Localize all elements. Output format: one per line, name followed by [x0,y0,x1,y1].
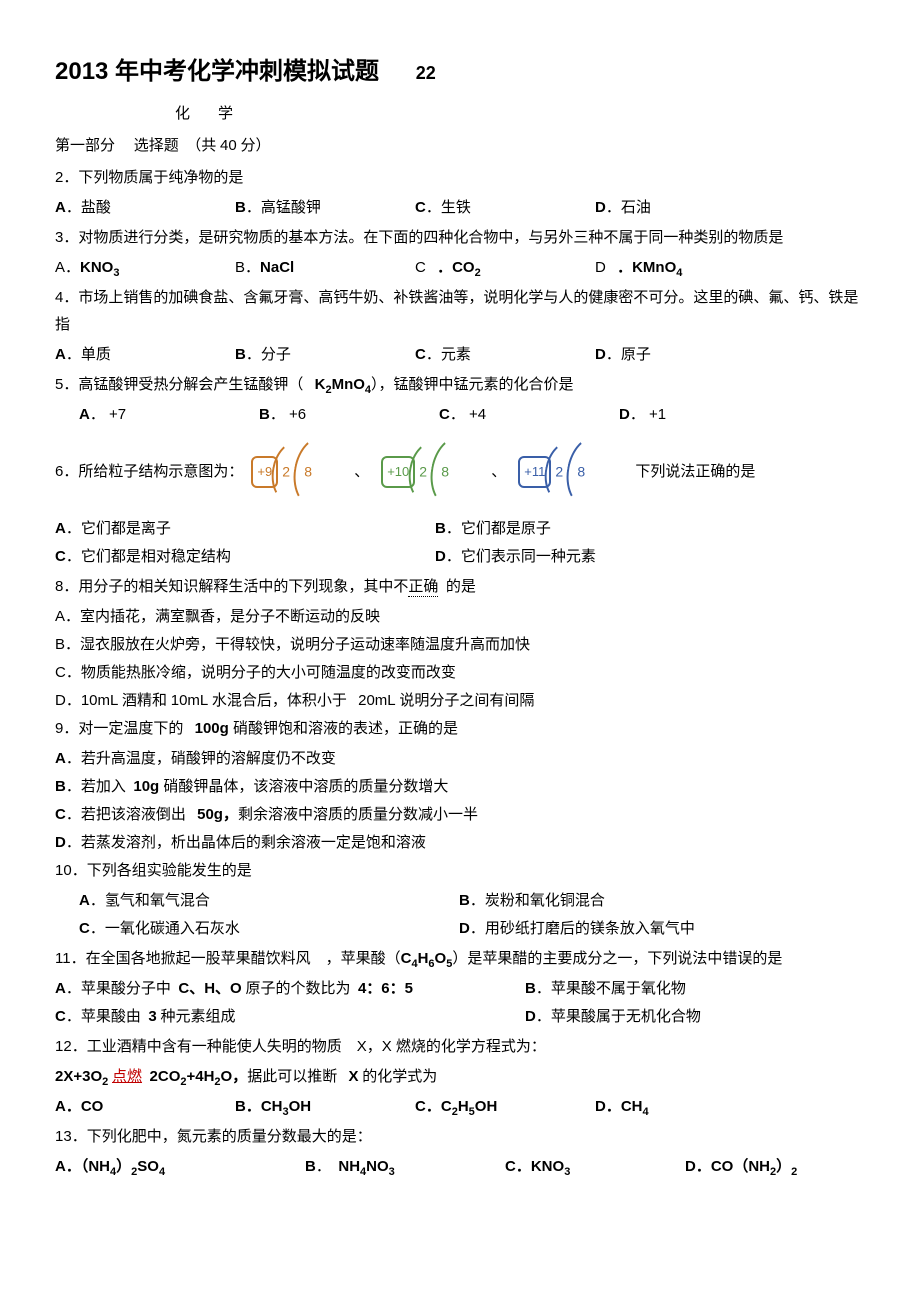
q5-opt-d: D． +1 [619,401,799,429]
q5-opt-c: C． +4 [439,401,619,429]
subject-label: 化学 [175,101,865,128]
q11-opt-a: A．苹果酸分子中 C、H、O 原子的个数比为 4：6：5 [55,975,485,1003]
q11-options: A．苹果酸分子中 C、H、O 原子的个数比为 4：6：5 B．苹果酸不属于氧化物… [55,975,865,1031]
q3-options: A．KNO3 B．NaCl C ．CO2 D ．KMnO4 [55,254,865,282]
q4-options: A．单质 B．分子 C．元素 D．原子 [55,341,865,369]
q3-opt-d: D ．KMnO4 [595,254,775,282]
q6-tail: 下列说法正确的是 [635,459,755,486]
question-12: 12．工业酒精中含有一种能使人失明的物质 X，X 燃烧的化学方程式为： [55,1033,865,1061]
question-3: 3．对物质进行分类，是研究物质的基本方法。在下面的四种化合物中，与另外三种不属于… [55,224,865,252]
section-score-prefix: （共 [186,138,220,154]
section-score-suffix: 分） [237,138,271,154]
q10-opt-a: A．氢气和氧气混合 [79,887,459,915]
q3-opt-b: B．NaCl [235,254,415,282]
section-part: 第一部分 [55,138,115,154]
q2-opt-a: A．盐酸 [55,194,235,222]
q11-opt-d: D．苹果酸属于无机化合物 [525,1003,701,1031]
q10-num: 10 [55,862,72,879]
q4-opt-b: B．分子 [235,341,415,369]
separator: 、 [491,459,506,486]
q12-opt-a: A．CO [55,1093,235,1121]
q2-opt-c: C．生铁 [415,194,595,222]
q11-opt-b: B．苹果酸不属于氧化物 [525,975,686,1003]
q9-options: A．若升高温度，硝酸钾的溶解度仍不改变 B．若加入 10g 硝酸钾晶体，该溶液中… [55,745,865,857]
q5-text-a: ．高锰酸钾受热分解会产生锰酸钾（ [63,377,303,393]
q9-opt-b: B．若加入 10g 硝酸钾晶体，该溶液中溶质的质量分数增大 [55,773,865,801]
q4-opt-d: D．原子 [595,341,775,369]
q9-opt-a: A．若升高温度，硝酸钾的溶解度仍不改变 [55,745,865,773]
q3-text: ．对物质进行分类，是研究物质的基本方法。在下面的四种化合物中，与另外三种不属于同… [63,230,783,246]
atom-diagram-3: +11 2 8 [518,447,615,497]
question-4: 4．市场上销售的加碘食盐、含氟牙膏、高钙牛奶、补铁酱油等，说明化学与人的健康密不… [55,284,865,339]
question-11: 11．在全国各地掀起一股苹果醋饮料风 ，苹果酸（C4H6O5）是苹果醋的主要成分… [55,945,865,973]
ignite-marker: 点燃 [112,1069,142,1085]
q12-opt-c: C．C2H5OH [415,1093,595,1121]
q10-opt-c: C．一氧化碳通入石灰水 [79,915,459,943]
q9-opt-d: D．若蒸发溶剂，析出晶体后的剩余溶液一定是饱和溶液 [55,829,865,857]
q5-opt-b: B． +6 [259,401,439,429]
q2-opt-d: D．石油 [595,194,775,222]
q12-equation: 2X+3O2 点燃 2CO2+4H2O，据此可以推断 X 的化学式为 [55,1063,865,1091]
question-8: 8．用分子的相关知识解释生活中的下列现象，其中不正确 的是 [55,573,865,601]
section-name: 选择题 [134,138,179,154]
q10-options: A．氢气和氧气混合 B．炭粉和氧化铜混合 C．一氧化碳通入石灰水 D．用砂纸打磨… [55,887,865,943]
q10-opt-b: B．炭粉和氧化铜混合 [459,887,839,915]
question-5: 5．高锰酸钾受热分解会产生锰酸钾（ K2MnO4），锰酸钾中锰元素的化合价是 [55,371,865,399]
section-header: 第一部分 选择题 （共 40 分） [55,132,865,160]
q12-opt-d: D．CH4 [595,1093,775,1121]
q6-opt-c: C．它们都是相对稳定结构 [55,543,435,571]
q13-options: A．（NH4）2SO4 B． NH4NO3 C．KNO3 D．CO（NH2）2 [55,1153,865,1181]
q12-opt-b: B．CH3OH [235,1093,415,1121]
q8-opt-a: A．室内插花，满室飘香，是分子不断运动的反映 [55,603,865,631]
q5-options: A． +7 B． +6 C． +4 D． +1 [55,401,865,429]
q6-opt-b: B．它们都是原子 [435,515,815,543]
q12-options: A．CO B．CH3OH C．C2H5OH D．CH4 [55,1093,865,1121]
q8-emphasis: 正确 [408,579,438,597]
q6-stem: 6．所给粒子结构示意图为： [55,458,243,486]
q8-opt-c: C．物质能热胀冷缩，说明分子的大小可随温度的改变而改变 [55,659,865,687]
q13-opt-d: D．CO（NH2）2 [685,1153,797,1181]
question-10: 10．下列各组实验能发生的是 [55,857,865,885]
q3-opt-a: A．KNO3 [55,254,235,282]
q10-opt-d: D．用砂纸打磨后的镁条放入氧气中 [459,915,839,943]
q6-opt-d: D．它们表示同一种元素 [435,543,815,571]
question-13: 13．下列化肥中，氮元素的质量分数最大的是： [55,1123,865,1151]
q8-opt-d: D．10mL 酒精和 10mL 水混合后，体积小于 20mL 说明分子之间有间隔 [55,687,865,715]
q13-opt-c: C．KNO3 [505,1153,645,1181]
q2-options: A．盐酸 B．高锰酸钾 C．生铁 D．石油 [55,194,865,222]
q6-opt-a: A．它们都是离子 [55,515,435,543]
q4-opt-a: A．单质 [55,341,235,369]
q12-num: 12 [55,1038,72,1055]
q3-opt-c: C ．CO2 [415,254,595,282]
q6-options: A．它们都是离子 B．它们都是原子 C．它们都是相对稳定结构 D．它们表示同一种… [55,515,865,571]
section-score-num: 40 [220,137,237,154]
atom-diagram-2: +10 2 8 [381,447,479,497]
q5-opt-a: A． +7 [79,401,259,429]
separator: 、 [354,459,369,486]
document-title: 2013 年中考化学冲刺模拟试题 22 [55,50,865,93]
q5-text-b: ），锰酸钾中锰元素的化合价是 [371,377,574,393]
q8-opt-b: B．湿衣服放在火炉旁，干得较快，说明分子运动速率随温度升高而加快 [55,631,865,659]
q2-text: ．下列物质属于纯净物的是 [63,170,243,186]
q2-opt-b: B．高锰酸钾 [235,194,415,222]
q4-opt-c: C．元素 [415,341,595,369]
question-9: 9．对一定温度下的 100g 硝酸钾饱和溶液的表述，正确的是 [55,715,865,743]
q13-opt-a: A．（NH4）2SO4 [55,1153,265,1181]
q11-num: 11 [55,950,71,967]
q11-opt-c: C．苹果酸由 3 种元素组成 [55,1003,485,1031]
q13-num: 13 [55,1128,72,1145]
q4-text: ．市场上销售的加碘食盐、含氟牙膏、高钙牛奶、补铁酱油等，说明化学与人的健康密不可… [55,290,858,333]
q13-opt-b: B． NH4NO3 [305,1153,465,1181]
question-6: 6．所给粒子结构示意图为： +9 2 8 、 +10 2 8 、 +11 2 8… [55,447,865,497]
q9-opt-c: C．若把该溶液倒出 50g，剩余溶液中溶质的质量分数减小一半 [55,801,865,829]
title-number: 22 [416,63,436,83]
q8-options: A．室内插花，满室飘香，是分子不断运动的反映 B．湿衣服放在火炉旁，干得较快，说… [55,603,865,715]
atom-diagram-1: +9 2 8 [251,447,342,497]
question-2: 2．下列物质属于纯净物的是 [55,164,865,192]
title-main: 2013 年中考化学冲刺模拟试题 [55,58,379,85]
